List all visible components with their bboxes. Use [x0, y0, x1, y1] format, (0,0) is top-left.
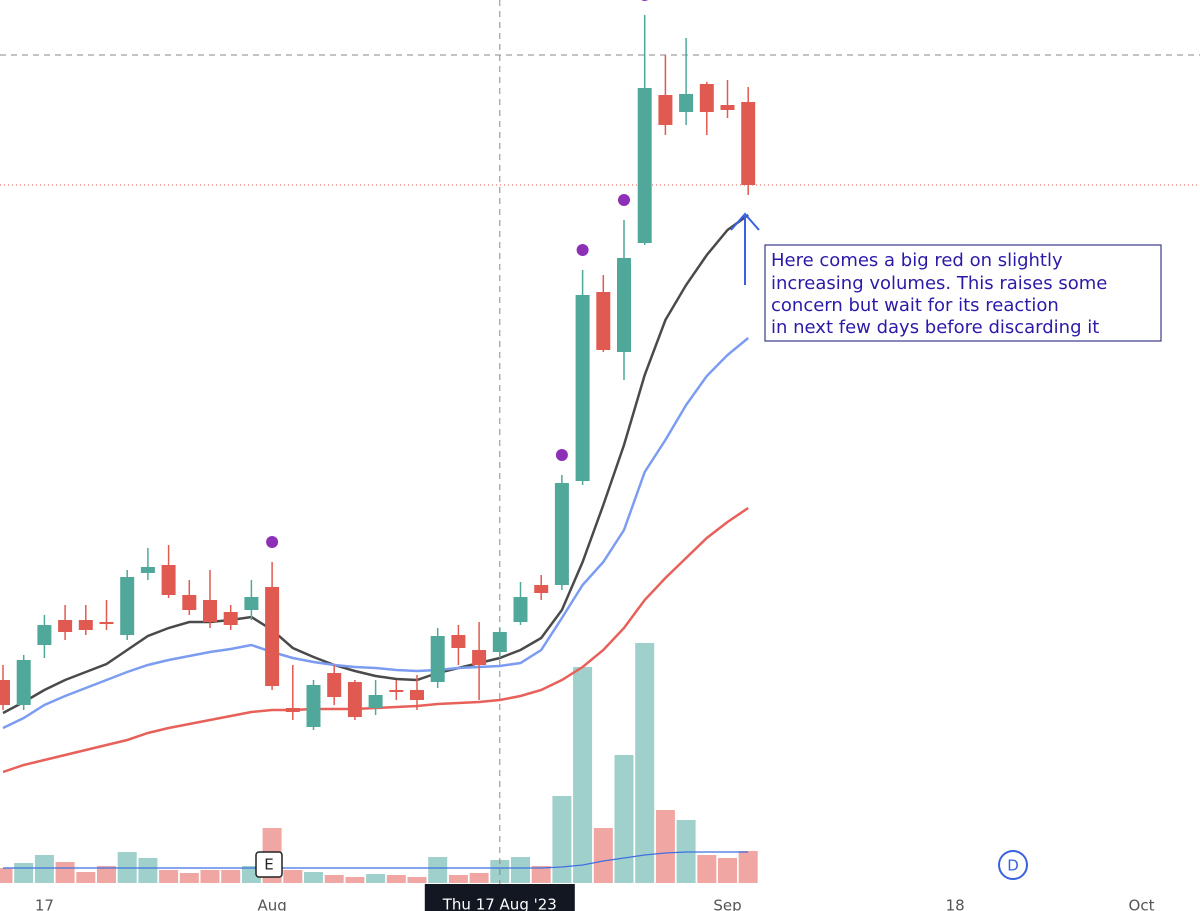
candle-body	[223, 612, 238, 625]
volume-bar	[738, 851, 758, 883]
earnings-badge[interactable]	[255, 851, 283, 878]
volume-bar	[366, 874, 386, 883]
x-tick-label: Aug	[257, 897, 286, 911]
moving-average	[2, 213, 749, 715]
x-tick-label: Sep	[713, 897, 741, 911]
candle-body	[99, 622, 114, 624]
candle-body	[285, 708, 300, 712]
candle-body	[554, 483, 569, 585]
volume-bar	[511, 857, 530, 883]
candle-body	[182, 595, 197, 610]
candle-body	[741, 102, 756, 185]
volume-bar	[697, 855, 717, 883]
signal-dot	[266, 536, 279, 548]
volume-bar	[428, 857, 448, 883]
candle-body	[410, 690, 424, 700]
candle-body	[596, 292, 611, 350]
candle-body	[265, 587, 280, 686]
annotation-line: Here comes a big red on slightly	[771, 250, 1063, 271]
volume-bar	[76, 872, 96, 883]
signal-dot	[641, 0, 649, 1]
volume-bar	[345, 877, 365, 883]
candle-body	[16, 660, 31, 705]
annotation-line: concern but wait for its reaction	[771, 295, 1059, 316]
volume-bar	[407, 877, 427, 883]
candle-body	[37, 625, 52, 645]
volume-bar	[179, 873, 199, 883]
volume-bar	[552, 796, 572, 883]
annotation-line: in next few days before discarding it	[771, 317, 1099, 338]
volume-bar	[34, 855, 54, 883]
volume-bar	[55, 862, 75, 883]
candle-body	[244, 597, 259, 610]
signal-dot	[555, 449, 568, 461]
volume-bar	[0, 868, 13, 883]
signal-dot	[618, 194, 630, 206]
annotation-arrow-head	[730, 212, 760, 231]
volume-bar	[593, 828, 613, 883]
candle-body	[492, 632, 507, 652]
volume-bar	[655, 810, 675, 883]
x-tick-label: 18	[946, 897, 965, 911]
volume-bar	[469, 873, 489, 883]
candle-body	[78, 620, 93, 630]
candle-body	[575, 295, 590, 481]
signal-dot	[576, 244, 589, 256]
volume-bar	[159, 870, 179, 883]
volume-bar	[614, 755, 634, 883]
candle-body	[617, 258, 631, 352]
candle-body	[203, 600, 217, 622]
dividend-badge[interactable]	[998, 850, 1028, 880]
candle-body	[451, 635, 466, 648]
volume-bar	[718, 858, 737, 883]
candle-body	[0, 680, 10, 705]
volume-ma	[3, 851, 749, 869]
candle-body	[430, 636, 445, 682]
candle-body	[347, 682, 362, 717]
volume-bar	[304, 872, 323, 883]
volume-bar	[14, 863, 34, 883]
volume-bar	[200, 870, 220, 883]
candle-body	[389, 690, 404, 692]
dividend-label: D	[1007, 857, 1019, 875]
candle-body	[534, 585, 549, 593]
volume-bar	[283, 870, 303, 883]
volume-bar	[448, 875, 468, 883]
candle-body	[720, 105, 735, 110]
crosshair-label: Thu 17 Aug '23	[442, 896, 557, 911]
volume-bar	[531, 866, 551, 883]
candle-body	[513, 597, 528, 622]
candle-body	[306, 685, 321, 727]
candle-body	[658, 95, 673, 125]
volume-bar	[386, 875, 406, 883]
annotation-box	[764, 244, 1162, 342]
volume-bar	[635, 643, 655, 883]
candle-body	[58, 620, 73, 632]
x-tick-label: 17	[35, 897, 54, 911]
moving-average	[2, 337, 749, 730]
volume-bar	[324, 875, 344, 883]
candle-body	[679, 94, 694, 112]
volume-bar	[573, 667, 593, 883]
x-tick-label: Oct	[1129, 897, 1155, 911]
candle-body	[140, 567, 155, 573]
volume-bar	[221, 870, 241, 883]
crosshair-label-bg	[424, 884, 575, 911]
candle-body	[637, 88, 652, 243]
volume-bar	[97, 866, 116, 883]
candle-body	[120, 577, 135, 635]
earnings-label: E	[264, 856, 273, 874]
candle-body	[472, 650, 487, 665]
volume-bar	[138, 858, 158, 883]
candle-body	[368, 695, 383, 708]
candle-body	[327, 673, 342, 697]
annotation-line: increasing volumes. This raises some	[771, 273, 1107, 294]
candle-body	[161, 565, 176, 595]
candle-body	[699, 84, 714, 112]
